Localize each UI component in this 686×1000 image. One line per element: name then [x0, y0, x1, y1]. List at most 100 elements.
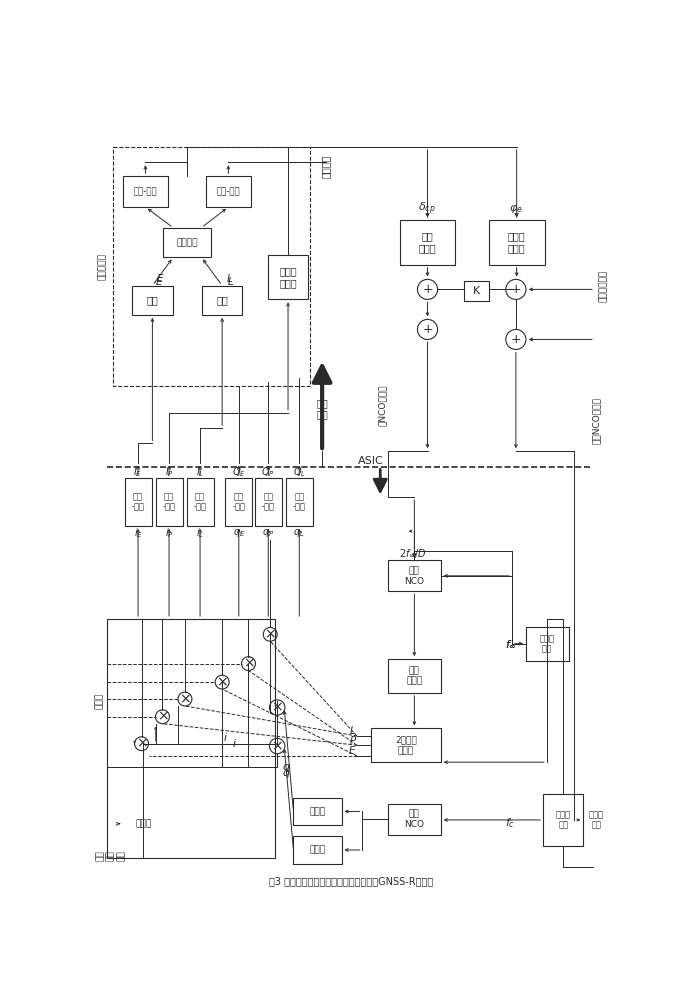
- Bar: [132, 286, 173, 315]
- Text: 幅值: 幅值: [147, 295, 158, 305]
- Bar: [187, 478, 213, 526]
- Text: $I_P$: $I_P$: [165, 465, 174, 479]
- Text: ×: ×: [136, 737, 147, 751]
- Text: 2位移位
寄存器: 2位移位 寄存器: [395, 736, 416, 755]
- Bar: [371, 728, 440, 762]
- Bar: [123, 809, 163, 838]
- Text: E: E: [157, 274, 163, 284]
- Text: 码环鉴别器: 码环鉴别器: [98, 253, 107, 280]
- Text: 积分
-清除: 积分 -清除: [163, 492, 176, 512]
- Text: $q_P$: $q_P$: [262, 527, 274, 539]
- Text: 载波积
分器: 载波积 分器: [589, 810, 604, 830]
- Text: $i_P$: $i_P$: [165, 526, 174, 540]
- Text: E: E: [156, 277, 163, 287]
- Bar: [225, 478, 252, 526]
- Bar: [206, 176, 251, 207]
- Text: 载波积
分器: 载波积 分器: [556, 810, 571, 830]
- Text: $\delta_{cp}$: $\delta_{cp}$: [418, 200, 436, 217]
- Text: $I_L$: $I_L$: [196, 465, 204, 479]
- Text: 码积分
分器: 码积分 分器: [539, 634, 554, 653]
- Text: ×: ×: [156, 710, 168, 724]
- Bar: [268, 255, 308, 299]
- Text: $2f_\infty/D$: $2f_\infty/D$: [399, 547, 427, 560]
- Text: 积分-清除: 积分-清除: [134, 187, 157, 196]
- Text: 载波
NCO: 载波 NCO: [404, 809, 425, 829]
- Text: 余弦表: 余弦表: [309, 845, 326, 854]
- Bar: [123, 176, 168, 207]
- Text: ×: ×: [264, 627, 276, 641]
- Text: L: L: [349, 726, 355, 736]
- Bar: [400, 220, 456, 265]
- Text: ASIC: ASIC: [358, 456, 384, 466]
- Text: 载波环
鉴别器: 载波环 鉴别器: [279, 266, 297, 288]
- Bar: [202, 286, 242, 315]
- Text: $Q_E$: $Q_E$: [232, 465, 246, 479]
- Text: $f_c$: $f_c$: [505, 816, 514, 830]
- Text: +: +: [422, 323, 433, 336]
- Text: $Q_L$: $Q_L$: [293, 465, 306, 479]
- Bar: [163, 228, 211, 257]
- Text: ×: ×: [272, 739, 283, 753]
- Text: q: q: [282, 762, 289, 772]
- Text: $f_\infty$: $f_\infty$: [505, 638, 517, 650]
- Text: $f_\infty$: $f_\infty$: [505, 638, 517, 650]
- Bar: [388, 659, 440, 693]
- Text: +: +: [422, 283, 433, 296]
- Text: i: i: [224, 733, 227, 743]
- Text: +: +: [510, 333, 521, 346]
- Text: 码环
滤波器: 码环 滤波器: [418, 232, 436, 253]
- Text: 正弦表: 正弦表: [309, 807, 326, 816]
- Text: L: L: [227, 274, 233, 284]
- Text: +: +: [510, 283, 521, 296]
- Text: 积分
-清除: 积分 -清除: [233, 492, 246, 512]
- Text: $q_L$: $q_L$: [294, 527, 305, 539]
- Text: 微处
理器: 微处 理器: [316, 398, 328, 420]
- Bar: [255, 478, 282, 526]
- Bar: [156, 478, 182, 526]
- Text: 数字
中频
信号: 数字 中频 信号: [95, 850, 126, 861]
- Text: 幅值: 幅值: [216, 295, 228, 305]
- Text: q: q: [282, 768, 289, 778]
- Text: 积分
-清除: 积分 -清除: [293, 492, 306, 512]
- Text: $i_E$: $i_E$: [134, 526, 143, 540]
- Bar: [285, 478, 313, 526]
- Text: 数据比特: 数据比特: [321, 154, 331, 178]
- Text: 相关器: 相关器: [95, 693, 104, 709]
- Bar: [388, 804, 440, 835]
- Text: $q_E$: $q_E$: [233, 527, 245, 539]
- Text: 积分
-清除: 积分 -清除: [262, 492, 275, 512]
- Text: 载波环
滤波器: 载波环 滤波器: [508, 232, 525, 253]
- Text: P: P: [349, 736, 355, 746]
- Text: 图3 镜像点高动态抑制相关器自适应星载GNSS-R接收机: 图3 镜像点高动态抑制相关器自适应星载GNSS-R接收机: [270, 876, 434, 886]
- Text: 混频器: 混频器: [135, 819, 151, 828]
- Bar: [294, 836, 342, 864]
- Text: E: E: [349, 746, 355, 756]
- Bar: [526, 627, 569, 661]
- Text: 伪码
发生器: 伪码 发生器: [406, 666, 423, 686]
- Text: ×: ×: [243, 657, 255, 671]
- Bar: [294, 798, 342, 825]
- Bar: [488, 220, 545, 265]
- Text: i: i: [233, 739, 236, 749]
- Bar: [113, 147, 309, 386]
- Bar: [543, 794, 583, 846]
- Text: 积分
-清除: 积分 -清除: [132, 492, 145, 512]
- Text: 码NCO偏移器: 码NCO偏移器: [378, 384, 387, 426]
- Text: $Q_P$: $Q_P$: [261, 465, 275, 479]
- Text: 伪码
NCO: 伪码 NCO: [404, 566, 425, 586]
- Bar: [388, 560, 440, 591]
- Text: 外来速度辅助: 外来速度辅助: [599, 269, 608, 302]
- Text: 载波NCO偏移器: 载波NCO偏移器: [592, 397, 601, 444]
- Text: ×: ×: [216, 675, 228, 689]
- Bar: [124, 478, 152, 526]
- Text: 积分
-清除: 积分 -清除: [193, 492, 206, 512]
- Text: $I_E$: $I_E$: [134, 465, 143, 479]
- Text: 误差检测: 误差检测: [176, 238, 198, 247]
- Text: 积分-清除: 积分-清除: [217, 187, 240, 196]
- Text: $i_L$: $i_L$: [196, 526, 204, 540]
- Bar: [464, 281, 488, 301]
- Text: $\varphi_e$: $\varphi_e$: [509, 203, 523, 215]
- Text: L: L: [228, 277, 233, 287]
- Bar: [108, 619, 275, 858]
- Text: ×: ×: [179, 692, 191, 706]
